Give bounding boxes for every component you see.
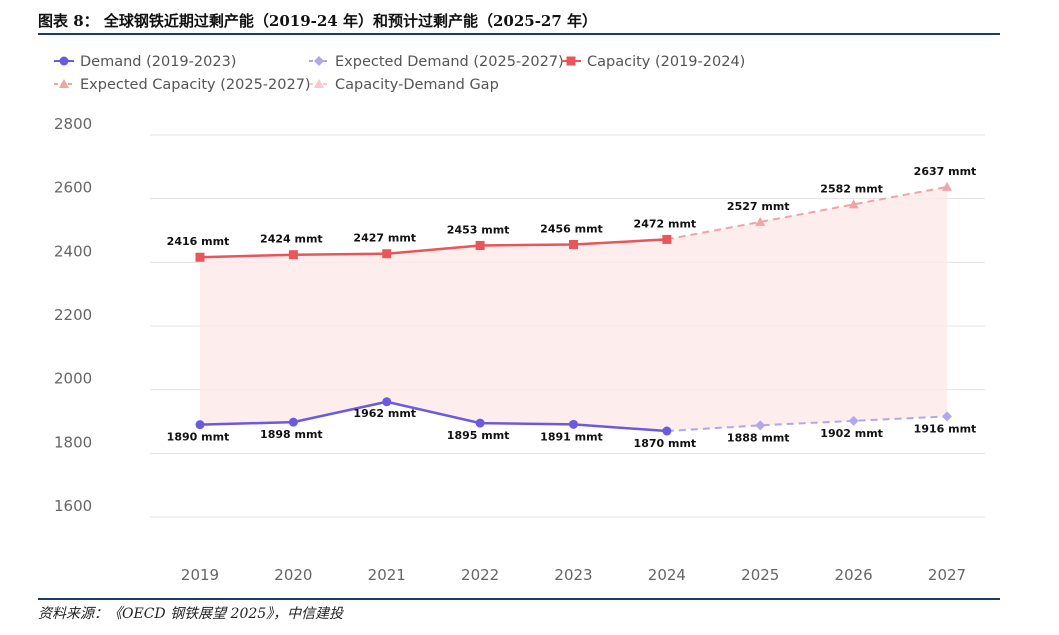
marker-3-2025 bbox=[755, 216, 766, 226]
marker-0-2021 bbox=[382, 397, 392, 407]
y-tick-label-2200: 2200 bbox=[54, 306, 92, 324]
y-axis: 1600 1800 2000 2200 2400 2600 2800 bbox=[54, 115, 92, 515]
legend-item-0[interactable]: Demand (2019-2023) bbox=[54, 54, 236, 70]
x-tick-label-2021: 2021 bbox=[368, 566, 406, 584]
marker-0-2022 bbox=[475, 418, 485, 428]
legend-swatch-marker-0 bbox=[59, 56, 69, 66]
marker-2-2021 bbox=[382, 249, 392, 259]
demand-label-2019: 1890 mmt bbox=[167, 431, 230, 444]
capacity-label-2019: 2416 mmt bbox=[167, 235, 230, 248]
x-tick-label-2019: 2019 bbox=[181, 566, 219, 584]
legend-label-2: Capacity (2019-2024) bbox=[587, 54, 745, 70]
legend-swatch-marker-4 bbox=[314, 79, 324, 88]
marker-0-2023 bbox=[569, 419, 578, 429]
legend-swatch-marker-1 bbox=[314, 56, 324, 66]
y-tick-label-2600: 2600 bbox=[54, 179, 92, 197]
gap-area bbox=[200, 186, 947, 432]
y-tick-label-2400: 2400 bbox=[54, 242, 92, 260]
demand-label-2020: 1898 mmt bbox=[260, 428, 323, 441]
x-tick-label-2020: 2020 bbox=[274, 566, 312, 584]
marker-0-2020 bbox=[288, 417, 298, 427]
capacity-label-2024: 2472 mmt bbox=[634, 217, 697, 230]
x-tick-label-2025: 2025 bbox=[741, 566, 779, 584]
figure-title: 图表 8： 全球钢铁近期过剩产能（2019-24 年）和预计过剩产能（2025-… bbox=[38, 12, 598, 30]
demand-label-2023: 1891 mmt bbox=[540, 430, 603, 443]
marker-2-2022 bbox=[475, 240, 485, 250]
x-tick-label-2024: 2024 bbox=[648, 566, 686, 584]
demand-label-2025: 1888 mmt bbox=[727, 431, 790, 444]
marker-1-2026 bbox=[848, 415, 859, 426]
y-tick-label-1800: 1800 bbox=[54, 433, 92, 451]
series-markers bbox=[195, 181, 952, 436]
data-labels: 2416 mmt 2424 mmt 2427 mmt 2453 mmt 2456 mmt… bbox=[167, 165, 977, 450]
x-tick-label-2022: 2022 bbox=[461, 566, 499, 584]
legend-label-4: Capacity-Demand Gap bbox=[335, 77, 499, 93]
x-tick-label-2027: 2027 bbox=[928, 566, 966, 584]
marker-1-2027 bbox=[942, 411, 952, 422]
legend-item-1[interactable]: Expected Demand (2025-2027) bbox=[309, 54, 564, 70]
x-tick-label-2026: 2026 bbox=[835, 566, 873, 584]
legend-swatch-marker-2 bbox=[566, 56, 576, 66]
x-axis: 2019 2020 2021 2022 2023 2024 2025 2026 2027 bbox=[181, 566, 966, 584]
marker-2-2023 bbox=[569, 240, 578, 250]
capacity-label-2022: 2453 mmt bbox=[447, 223, 510, 236]
marker-3-2027 bbox=[942, 181, 952, 191]
series-line-2 bbox=[199, 238, 667, 259]
legend-label-1: Expected Demand (2025-2027) bbox=[335, 54, 564, 70]
x-tick-label-2023: 2023 bbox=[554, 566, 592, 584]
marker-0-2024 bbox=[662, 426, 672, 436]
demand-label-2021: 1962 mmt bbox=[353, 407, 416, 420]
legend-item-2[interactable]: Capacity (2019-2024) bbox=[561, 54, 745, 70]
capacity-label-2020: 2424 mmt bbox=[260, 233, 323, 246]
demand-label-2027: 1916 mmt bbox=[914, 422, 977, 435]
marker-3-2026 bbox=[848, 199, 859, 209]
series-line-0 bbox=[199, 400, 667, 433]
capacity-label-2021: 2427 mmt bbox=[353, 232, 416, 245]
capacity-label-2025: 2527 mmt bbox=[727, 200, 790, 213]
legend-label-0: Demand (2019-2023) bbox=[80, 54, 236, 70]
capacity-demand-gap-area bbox=[200, 186, 947, 432]
marker-2-2019 bbox=[195, 252, 205, 262]
demand-label-2026: 1902 mmt bbox=[820, 427, 883, 440]
y-tick-label-2000: 2000 bbox=[54, 370, 92, 388]
marker-1-2025 bbox=[755, 420, 766, 431]
top-rule bbox=[38, 33, 1000, 35]
capacity-label-2026: 2582 mmt bbox=[820, 182, 883, 195]
marker-0-2019 bbox=[195, 420, 205, 430]
series-line-1 bbox=[666, 415, 948, 433]
marker-2-2020 bbox=[288, 250, 298, 260]
capacity-label-2027: 2637 mmt bbox=[914, 165, 977, 178]
marker-2-2024 bbox=[662, 234, 672, 244]
y-tick-label-2800: 2800 bbox=[54, 115, 92, 133]
capacity-label-2023: 2456 mmt bbox=[540, 223, 603, 236]
bottom-rule bbox=[38, 598, 1000, 600]
y-tick-label-1600: 1600 bbox=[54, 497, 92, 515]
legend-swatch-marker-3 bbox=[59, 79, 69, 88]
demand-label-2024: 1870 mmt bbox=[634, 437, 697, 450]
series-lines bbox=[199, 185, 948, 433]
legend-item-4[interactable]: Capacity-Demand Gap bbox=[309, 77, 499, 93]
demand-label-2022: 1895 mmt bbox=[447, 429, 510, 442]
legend-item-3[interactable]: Expected Capacity (2025-2027) bbox=[54, 77, 311, 93]
source-note: 资料来源：《OECD 钢铁展望 2025》，中信建投 bbox=[38, 606, 344, 622]
legend-label-3: Expected Capacity (2025-2027) bbox=[80, 77, 311, 93]
legend: Demand (2019-2023) Expected Demand (2025-… bbox=[54, 54, 745, 93]
